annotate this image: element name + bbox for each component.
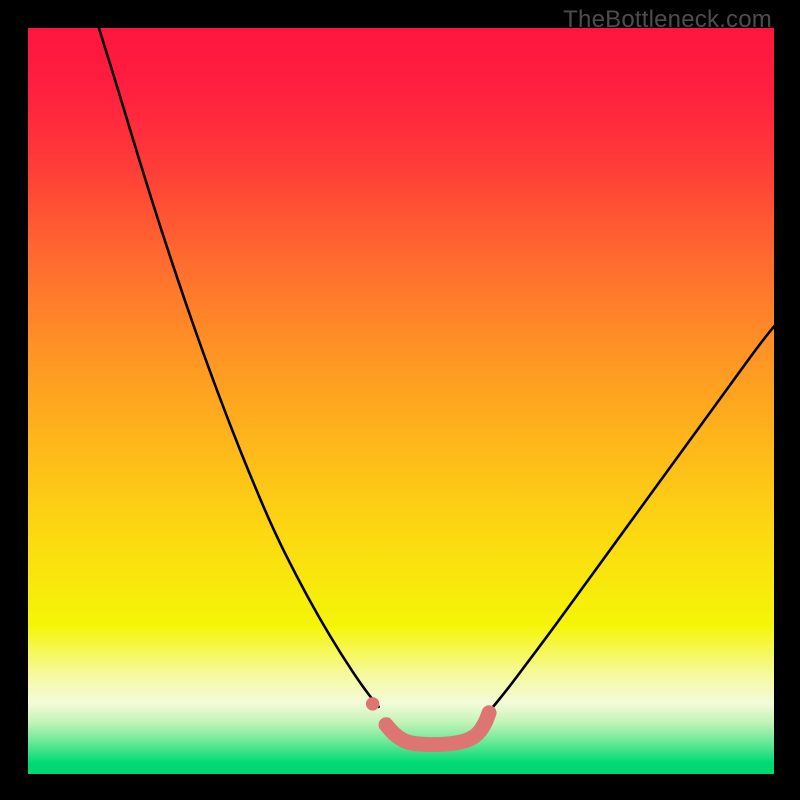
watermark-text: TheBottleneck.com xyxy=(563,6,772,34)
chart-plot-area xyxy=(28,28,774,774)
chart-svg xyxy=(28,28,774,774)
valley-dot xyxy=(366,697,379,710)
gradient-background xyxy=(28,28,774,774)
